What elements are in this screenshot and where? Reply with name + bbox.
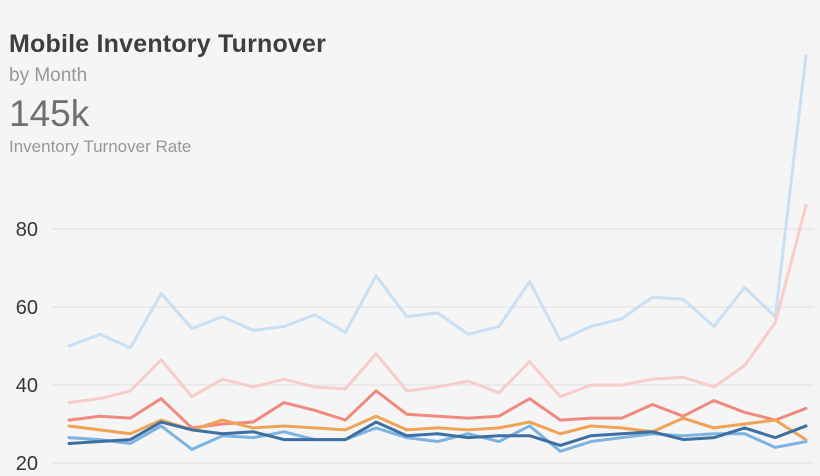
y-axis-tick-label: 20 xyxy=(16,453,38,475)
chart-header: Mobile Inventory Turnover by Month 145k … xyxy=(9,30,326,157)
chart-subtitle: by Month xyxy=(9,65,88,86)
y-axis-tick-label: 40 xyxy=(16,375,38,397)
series-line-medium-blue[interactable] xyxy=(67,424,808,453)
chart-title: Mobile Inventory Turnover xyxy=(9,30,327,58)
series-line-dark-blue[interactable] xyxy=(67,420,808,447)
kpi-value: 145k xyxy=(9,93,90,134)
y-axis-tick-label: 80 xyxy=(16,219,38,241)
series-line-light-blue[interactable] xyxy=(67,53,808,350)
kpi-label: Inventory Turnover Rate xyxy=(9,137,192,156)
y-axis-tick-label: 60 xyxy=(16,297,38,319)
series-line-light-pink[interactable] xyxy=(67,204,808,405)
series-line-salmon[interactable] xyxy=(67,389,808,430)
